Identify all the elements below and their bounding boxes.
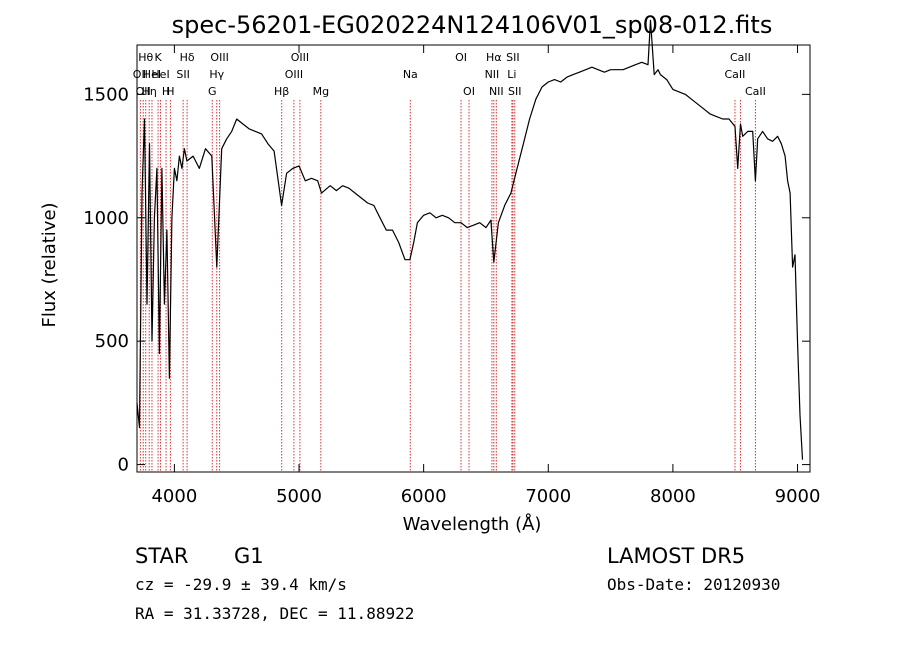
redshift-text: cz = -29.9 ± 39.4 km/s (135, 575, 347, 594)
x-tick-label: 7000 (525, 486, 571, 507)
x-tick-label: 9000 (775, 486, 821, 507)
y-tick-label: 0 (118, 455, 129, 476)
object-subclass: G1 (234, 544, 264, 568)
x-axis-label: Wavelength (Å) (403, 513, 542, 535)
line-marker-label: HeI (151, 68, 169, 81)
line-marker-label: Li (507, 68, 516, 81)
y-tick-label: 1500 (83, 84, 129, 105)
line-marker-label: CaII (730, 51, 751, 64)
line-marker-label: H (166, 85, 174, 98)
line-marker-label: Hα (486, 51, 502, 64)
line-marker-label: Na (403, 68, 418, 81)
y-tick-label: 500 (95, 331, 129, 352)
chart-title: spec-56201-EG020224N124106V01_sp08-012.f… (172, 11, 773, 39)
line-marker-label: Hη (142, 85, 157, 98)
coordinates-text: RA = 31.33728, DEC = 11.88922 (135, 604, 414, 623)
line-marker-label: G (208, 85, 217, 98)
line-marker-label: NII (489, 85, 504, 98)
obs-date-text: Obs-Date: 20120930 (607, 575, 780, 594)
line-marker-label: CaII (745, 85, 766, 98)
line-marker-label: Hβ (274, 85, 289, 98)
line-marker-label: OIII (210, 51, 228, 64)
line-marker-label: SII (176, 68, 189, 81)
line-marker-label: OI (455, 51, 467, 64)
line-marker-label: OI (463, 85, 475, 98)
line-marker-label: Hγ (209, 68, 224, 81)
x-tick-label: 4000 (151, 486, 197, 507)
line-marker-label: K (154, 51, 162, 64)
y-axis-label: Flux (relative) (39, 202, 60, 327)
line-marker-label: H (162, 85, 170, 98)
line-marker-label: Hθ (138, 51, 153, 64)
series-layer (136, 19, 804, 460)
axis-layer: 4000 5000 6000 7000 8000 9000 0 500 1000 1500 (83, 45, 820, 507)
line-marker-label: HeI (143, 68, 161, 81)
x-tick-label: 8000 (650, 486, 696, 507)
line-marker-label: SII (506, 51, 519, 64)
x-tick-label: 6000 (401, 486, 447, 507)
line-marker-label: Mg (313, 85, 329, 98)
line-marker-label: OIII (285, 68, 303, 81)
x-tick-label: 5000 (276, 486, 322, 507)
line-marker-label: SII (508, 85, 521, 98)
object-class: STAR (135, 544, 188, 568)
line-marker-label: CaII (725, 68, 746, 81)
line-marker-layer: OIIOIIHθHηHeIKHeIHHSIIHδGHγOIIIHβOIIIOII… (133, 51, 766, 472)
line-marker-label: OIII (291, 51, 309, 64)
line-marker-label: Hδ (180, 51, 195, 64)
survey-label: LAMOST DR5 (607, 544, 745, 568)
spectrum-line (136, 19, 804, 460)
plot-frame (136, 44, 811, 473)
line-marker-label: NII (485, 68, 500, 81)
y-tick-label: 1000 (83, 208, 129, 229)
